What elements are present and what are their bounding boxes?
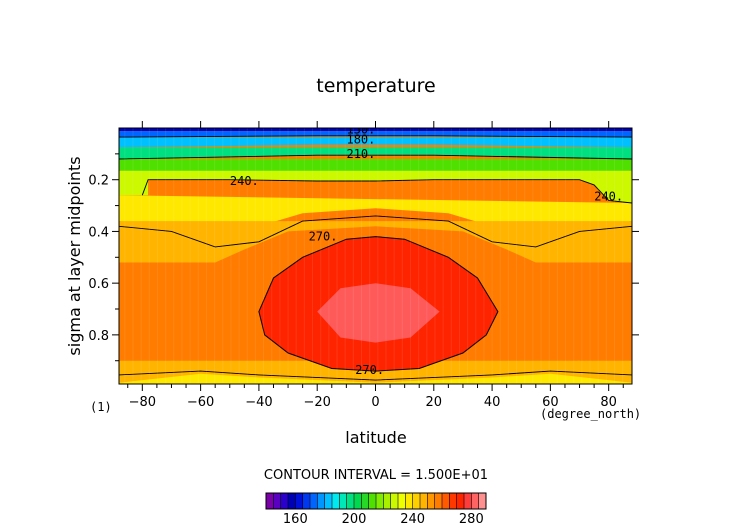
colorbar-swatch [339, 493, 347, 509]
colorbar-swatch [398, 493, 406, 509]
contour-label-5: 270. [309, 230, 338, 244]
colorbar-swatch [280, 493, 289, 509]
colorbar-tick-label: 280 [459, 512, 484, 527]
colorbar-swatch [456, 493, 465, 509]
x-tick-label: −80 [129, 395, 156, 410]
colorbar-swatch [427, 493, 435, 509]
y-axis-ticks: 0.2 0.4 0.6 0.8 [88, 153, 639, 362]
contour-label-1: 180. [346, 133, 375, 147]
x-tick-label: 60 [542, 395, 559, 410]
contour-band-1 [119, 131, 632, 138]
contour-line-240 [141, 179, 632, 204]
colorbar-swatch [354, 493, 362, 509]
y-axis-label: sigma at layer midpoints [65, 156, 84, 355]
x-tick-label: 0 [371, 395, 379, 410]
contour-lines [119, 135, 632, 381]
colorbar-tick-label: 200 [342, 512, 367, 527]
grid-stripes [124, 128, 624, 384]
x-tick-label: 80 [600, 395, 617, 410]
filled-regions [258, 236, 499, 372]
filled-bands [119, 128, 632, 384]
colorbar [265, 492, 487, 510]
x-tick-label: 20 [426, 395, 443, 410]
colorbar-swatch [449, 493, 457, 509]
y-tick-label: 0.4 [88, 225, 109, 240]
colorbar-swatch [412, 493, 421, 509]
contour-band-0 [119, 128, 632, 132]
contour-band-2 [119, 137, 632, 148]
contour-region-1 [317, 283, 440, 343]
contour-interval-text: CONTOUR INTERVAL = 1.500E+01 [264, 468, 488, 483]
contour-band-4 [119, 159, 632, 175]
contour-label-6: 270. [355, 363, 384, 377]
colorbar-swatch [295, 493, 303, 509]
colorbar-swatch [390, 493, 399, 509]
colorbar-swatch [332, 493, 340, 509]
contour-label-0: 150. [346, 122, 375, 136]
colorbar-swatch [420, 493, 428, 509]
x-tick-label: −40 [245, 395, 272, 410]
contour-labels: 150.180.210. 240. 240. 270. 270. [230, 122, 623, 377]
plot-area: 150.180.210. 240. 240. 270. 270. [119, 122, 632, 384]
contour-band-7 [119, 221, 632, 266]
colorbar-swatch [361, 493, 369, 509]
x-axis-ticks: −80 −60 −40 −20 0 20 40 60 80 [127, 121, 624, 410]
frame-label: (1) [90, 400, 112, 414]
colorbar-swatch [434, 493, 443, 509]
contour-line-180 [119, 135, 632, 138]
colorbar-swatch [405, 493, 413, 509]
x-tick-label: −20 [303, 395, 330, 410]
y-tick-label: 0.6 [88, 277, 109, 292]
colorbar-swatch [464, 493, 472, 509]
x-axis-label: latitude [345, 428, 406, 447]
colorbar-swatch [324, 493, 333, 509]
colorbar-swatch [288, 493, 296, 509]
colorbar-swatch [302, 493, 311, 509]
colorbar-swatch [368, 493, 377, 509]
colorbar-swatch [471, 493, 479, 509]
colorbar-swatch [310, 493, 318, 509]
y-tick-label: 0.8 [88, 329, 109, 344]
colorbar-swatch [273, 493, 281, 509]
colorbar-swatch [383, 493, 391, 509]
colorbar-swatch [442, 493, 450, 509]
y-tick-label: 0.2 [88, 174, 109, 189]
contour-label-2: 210. [346, 147, 375, 161]
contour-band-5 [119, 170, 632, 203]
contour-line-255 [119, 215, 632, 248]
contour-line-270 [119, 370, 632, 381]
x-axis-unit: (degree_north) [540, 407, 641, 421]
colorbar-swatch [376, 493, 384, 509]
x-tick-label: 40 [484, 395, 501, 410]
x-tick-label: −60 [187, 395, 214, 410]
contour-label-3: 240. [230, 174, 259, 188]
colorbar-tick-label: 240 [400, 512, 425, 527]
contour-band-bottom-1 [119, 373, 632, 384]
colorbar-swatch [266, 493, 274, 509]
chart-title: temperature [316, 75, 435, 97]
colorbar-swatch [478, 493, 487, 509]
colorbar-swatch [317, 493, 325, 509]
colorbar-tick-label: 160 [283, 512, 308, 527]
contour-label-4: 240. [594, 190, 623, 204]
contour-line-210 [119, 154, 632, 160]
colorbar-swatch [346, 493, 355, 509]
colorbar-ticks: 160 200 240 280 [283, 512, 484, 527]
